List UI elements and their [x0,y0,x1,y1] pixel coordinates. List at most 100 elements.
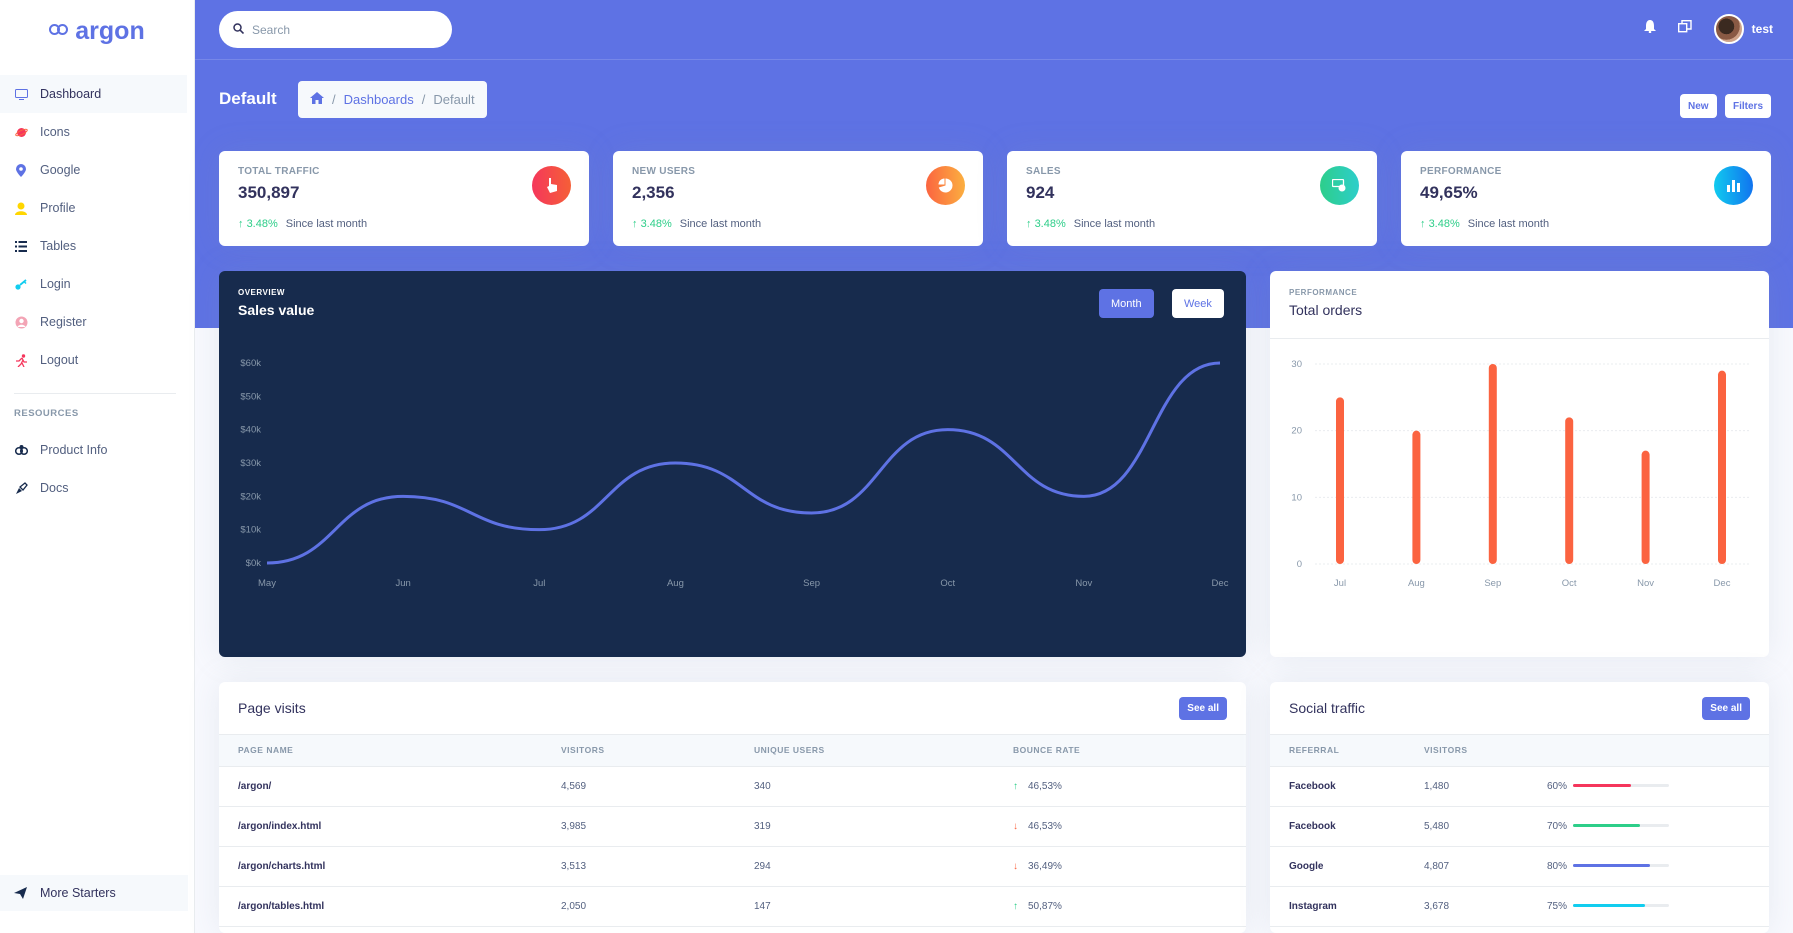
stat-label: TOTAL TRAFFIC [238,166,320,177]
table-row[interactable]: /argon/tables.html 2,050 147 ↑ 50,87% [219,886,1246,927]
week-toggle[interactable]: Week [1172,289,1224,318]
sidebar-item-label: Login [40,277,71,291]
bar[interactable] [1718,370,1726,564]
y-tick-label: $50k [240,391,261,402]
arrow-up-icon: ↑ [1026,218,1032,230]
referral: Facebook [1270,766,1405,807]
x-tick-label: Sep [803,578,820,589]
sidebar-item-product-info[interactable]: Product Info [0,431,187,469]
argon-logo-icon [49,22,71,40]
stat-card-performance: PERFORMANCE 49,65% ↑ 3.48% Since last mo… [1401,151,1771,246]
column-header[interactable]: PAGE NAME [219,735,542,767]
social-traffic-header: Social traffic See all [1270,682,1769,735]
arrow-down-icon: ↓ [1013,860,1018,872]
bounce-rate-value: 50,87% [1028,900,1062,912]
x-tick-label: Nov [1637,578,1654,589]
sidebar-item-tables[interactable]: Tables [0,227,187,265]
user-icon [14,201,28,215]
table-row[interactable]: Facebook 5,480 70% [1270,806,1769,847]
arrow-up-icon: ↑ [238,218,244,230]
arrow-up-icon: ↑ [1013,900,1018,912]
stat-since: Since last month [1467,218,1550,230]
sidebar-item-google[interactable]: Google [0,151,187,189]
sidebar-item-dashboard[interactable]: Dashboard [0,75,187,113]
sidebar-item-profile[interactable]: Profile [0,189,187,227]
bar[interactable] [1565,417,1574,564]
list-icon [14,239,28,253]
bounce-rate: ↓ 46,53% [994,806,1246,847]
sidebar-item-label: Icons [40,125,70,139]
bar[interactable] [1336,397,1344,564]
table-row[interactable]: Google 4,807 80% [1270,846,1769,887]
unique-users: 147 [735,886,994,927]
sidebar-item-login[interactable]: Login [0,265,187,303]
progress-cell: 60% [1528,766,1769,807]
progress-bar [1573,864,1670,868]
table-row[interactable]: Facebook 1,480 60% [1270,766,1769,807]
table-header-row: PAGE NAME VISITORS UNIQUE USERS BOUNCE R… [219,735,1246,767]
money-coins-icon [1320,166,1359,205]
sidebar-item-register[interactable]: Register [0,303,187,341]
more-starters-button[interactable]: More Starters [0,875,188,911]
brand-logo[interactable]: argon [0,0,194,62]
sales-card-header: OVERVIEW Sales value [238,288,314,318]
y-tick-label: 10 [1291,492,1302,503]
bar[interactable] [1488,364,1497,564]
sidebar-item-docs[interactable]: Docs [0,469,187,507]
column-header[interactable]: VISITORS [1405,735,1528,767]
stat-footer: ↑ 3.48% Since last month [238,218,367,230]
breadcrumb-dashboards[interactable]: Dashboards [343,92,414,107]
table-row[interactable]: Instagram 3,678 75% [1270,886,1769,927]
hand-pointer-icon [532,166,571,205]
column-header [1528,735,1769,767]
bar[interactable] [1641,450,1650,564]
bounce-rate: ↓ 36,49% [994,846,1246,887]
column-header[interactable]: UNIQUE USERS [735,735,994,767]
stat-footer: ↑ 3.48% Since last month [1026,218,1155,230]
orders-card-header: PERFORMANCE Total orders [1270,271,1769,339]
stat-change: ↑ 3.48% [1026,218,1066,230]
paper-plane-icon [14,887,28,899]
run-icon [14,353,28,367]
column-header[interactable]: BOUNCE RATE [994,735,1246,767]
column-header[interactable]: REFERRAL [1270,735,1405,767]
new-button[interactable]: New [1680,94,1717,118]
visitors: 3,678 [1405,886,1528,927]
month-toggle[interactable]: Month [1099,289,1154,318]
apps-icon[interactable] [1677,20,1692,38]
breadcrumb-current: Default [433,92,475,107]
planet-icon [14,125,28,139]
sidebar-item-logout[interactable]: Logout [0,341,187,379]
column-header[interactable]: VISITORS [542,735,735,767]
filters-button[interactable]: Filters [1725,94,1772,118]
table-row[interactable]: /argon/charts.html 3,513 294 ↓ 36,49% [219,846,1246,887]
user-menu[interactable]: test [1713,14,1773,44]
table-row[interactable]: /argon/ 4,569 340 ↑ 46,53% [219,766,1246,807]
bell-icon[interactable] [1643,20,1656,38]
visitors: 3,985 [542,806,735,847]
search-box[interactable] [219,11,452,48]
see-all-button[interactable]: See all [1179,696,1227,720]
table-row[interactable]: /argon/index.html 3,985 319 ↓ 46,53% [219,806,1246,847]
top-navbar: test [195,0,1793,60]
sales-series-line [266,361,1221,565]
visitors: 2,050 [542,886,735,927]
visitors: 4,807 [1405,846,1528,887]
page-name: /argon/ [219,766,542,807]
search-input[interactable] [252,22,432,37]
sidebar-item-icons[interactable]: Icons [0,113,187,151]
progress-value: 70% [1547,820,1568,832]
main-content: test Default / Dashboards / Default New … [195,0,1793,933]
breadcrumb: / Dashboards / Default [298,81,487,118]
see-all-button[interactable]: See all [1702,696,1750,720]
sidebar-divider [14,393,176,394]
bar[interactable] [1412,430,1421,564]
stat-footer: ↑ 3.48% Since last month [632,218,761,230]
stat-change: ↑ 3.48% [632,218,672,230]
arrow-up-icon: ↑ [1013,780,1018,792]
home-icon[interactable] [310,92,324,107]
progress-cell: 70% [1528,806,1769,847]
social-traffic-card: Social traffic See all REFERRAL VISITORS… [1270,682,1769,933]
stat-change-value: 3.48% [1428,218,1460,230]
stat-value: 350,897 [238,183,300,202]
